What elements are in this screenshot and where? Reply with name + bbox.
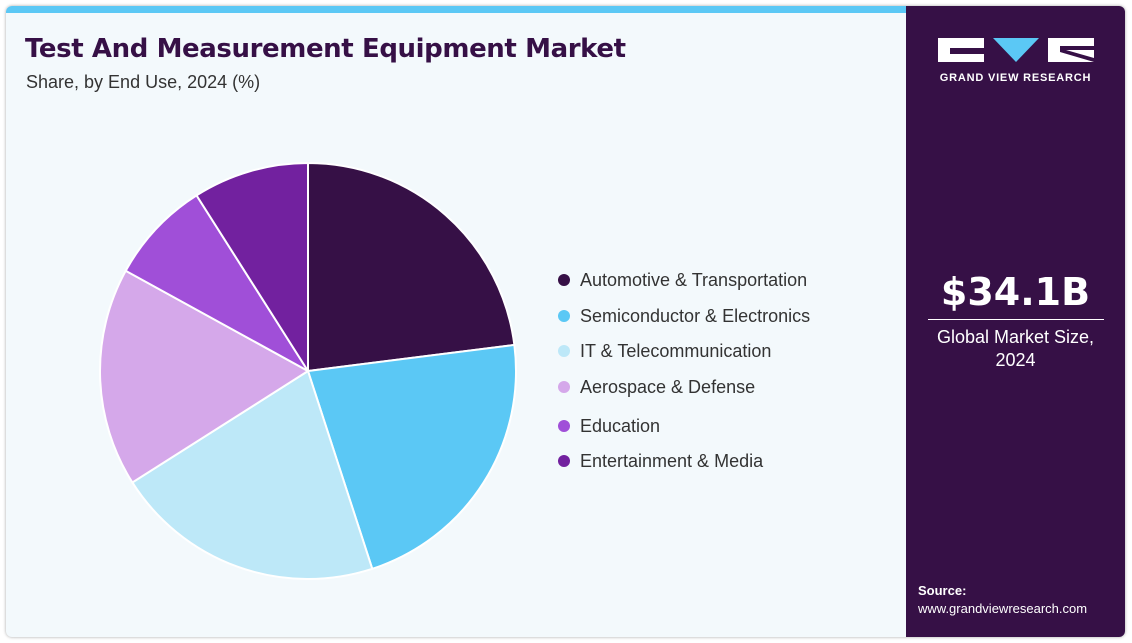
- pie-slice-entertainment-media[interactable]: [195, 161, 309, 375]
- legend-swatch: [558, 310, 570, 322]
- divider: [928, 319, 1104, 320]
- legend-label: Automotive & Transportation: [580, 270, 808, 290]
- legend-swatch: [558, 455, 570, 467]
- legend-swatch: [558, 381, 570, 393]
- brand-logo-icon: [938, 38, 1094, 62]
- source-title: Source:: [918, 583, 967, 598]
- chart-title: Test And Measurement Equipment Market: [25, 34, 626, 64]
- market-size-label: Global Market Size, 2024: [936, 327, 1095, 370]
- legend-label: IT & Telecommunication: [580, 341, 772, 361]
- chart-subtitle: Share, by End Use, 2024 (%): [26, 72, 261, 92]
- market-size-value: $34.1B: [940, 270, 1091, 314]
- brand-name: GRAND VIEW RESEARCH: [939, 72, 1092, 84]
- pie-slice-it-telecommunication[interactable]: [130, 369, 374, 580]
- legend-label: Education: [580, 416, 661, 436]
- sidebar-panel: GRAND VIEW RESEARCH $34.1B Global Market…: [906, 6, 1125, 637]
- accent-bar: [6, 6, 906, 13]
- pie-slice-semiconductor-electronics[interactable]: [306, 343, 517, 571]
- legend-swatch: [558, 420, 570, 432]
- legend-swatch: [558, 345, 570, 357]
- source-link[interactable]: www.grandviewresearch.com: [918, 601, 1088, 616]
- pie-slice-automotive-transportation[interactable]: [307, 161, 516, 373]
- legend-swatch: [558, 274, 570, 286]
- legend-label: Aerospace & Defense: [580, 377, 756, 397]
- pie-chart: [99, 161, 517, 580]
- legend-label: Entertainment & Media: [580, 451, 764, 471]
- chart-card: Test And Measurement Equipment Market Sh…: [6, 6, 1125, 637]
- pie-slice-education[interactable]: [124, 193, 309, 372]
- pie-slice-aerospace-defense[interactable]: [99, 269, 310, 484]
- legend-label: Semiconductor & Electronics: [580, 306, 811, 326]
